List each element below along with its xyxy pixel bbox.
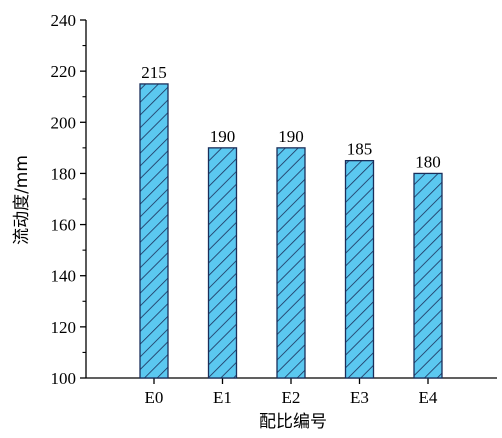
y-tick-label: 220 [51, 62, 77, 81]
data-label-e4: 180 [415, 152, 441, 171]
bar-e1 [207, 147, 238, 379]
y-tick-label: 100 [51, 369, 77, 388]
bar-e0 [139, 83, 169, 379]
x-tick-label-e0: E0 [145, 388, 164, 407]
y-tick-label: 180 [51, 164, 77, 183]
data-label-e2: 190 [278, 127, 304, 146]
y-tick-label: 240 [51, 11, 77, 30]
data-label-e1: 190 [210, 127, 236, 146]
y-tick-label: 120 [51, 318, 77, 337]
bars [139, 83, 443, 379]
y-tick-label: 160 [51, 216, 77, 235]
x-tick-label-e4: E4 [419, 388, 438, 407]
bar-e4 [413, 172, 443, 379]
y-tick-label: 200 [51, 113, 77, 132]
y-axis-title: 流动度/mm [12, 155, 32, 245]
data-label-e0: 215 [141, 63, 167, 82]
data-label-e3: 185 [347, 140, 373, 159]
bar-e2 [276, 147, 306, 379]
labels: 100 120 140 160 180 200 220 240 E0 215 E1 190 E2 190 E… [51, 11, 441, 407]
y-tick-label: 140 [51, 267, 77, 286]
x-tick-label-e2: E2 [282, 388, 301, 407]
x-tick-label-e3: E3 [350, 388, 369, 407]
x-tick-label-e1: E1 [213, 388, 232, 407]
bar-e3 [344, 159, 375, 379]
x-axis-title: 配比编号 [259, 412, 327, 432]
